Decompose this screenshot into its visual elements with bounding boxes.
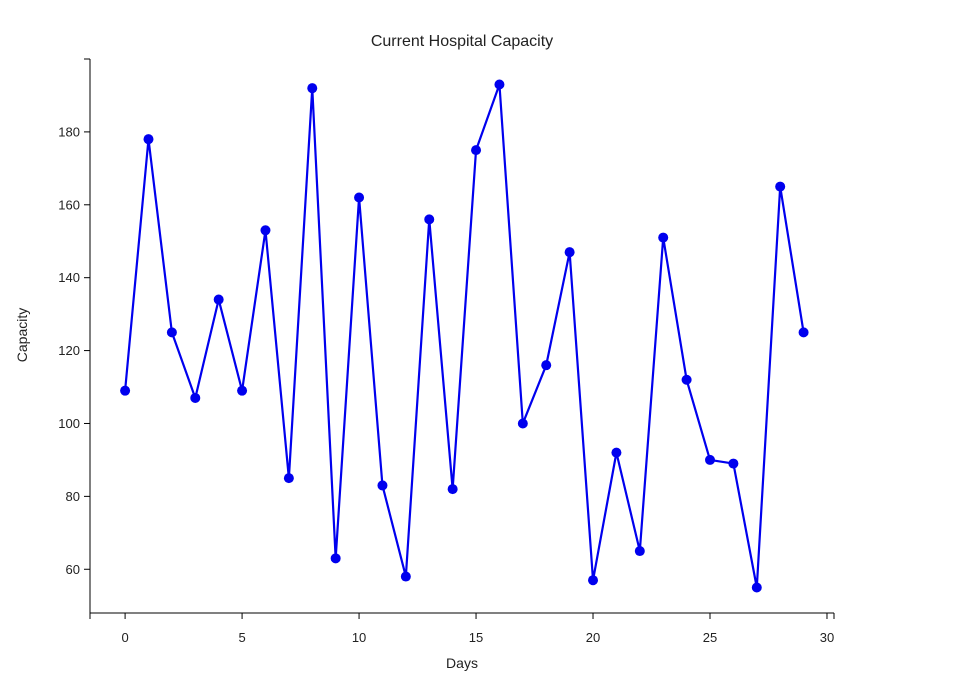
data-point xyxy=(658,232,669,243)
data-point xyxy=(213,294,224,305)
data-point xyxy=(400,571,411,582)
series-line xyxy=(123,83,805,589)
data-point xyxy=(494,79,505,90)
x-tick-label: 25 xyxy=(703,630,717,645)
y-tick-label: 120 xyxy=(58,343,80,358)
y-ticks: 60 80 100 120 140 160 180 xyxy=(58,58,90,577)
series-layer xyxy=(120,79,809,593)
data-point xyxy=(120,385,131,396)
data-point xyxy=(143,134,154,145)
data-point xyxy=(354,192,365,203)
y-axis-label: Capacity xyxy=(14,308,30,362)
data-point xyxy=(775,181,786,192)
data-point xyxy=(798,327,809,338)
x-tick-label: 0 xyxy=(121,630,128,645)
data-point xyxy=(611,447,622,458)
y-tick-label: 160 xyxy=(58,197,80,212)
data-point xyxy=(588,575,599,586)
data-point xyxy=(166,327,177,338)
data-point xyxy=(564,247,575,258)
data-point xyxy=(541,360,552,371)
y-tick-label: 180 xyxy=(58,124,80,139)
x-tick-label: 5 xyxy=(238,630,245,645)
data-point xyxy=(471,145,482,156)
y-tick-label: 80 xyxy=(66,489,80,504)
data-point xyxy=(751,582,762,593)
data-point xyxy=(307,83,318,94)
x-tick-label: 20 xyxy=(586,630,600,645)
y-tick-label: 140 xyxy=(58,270,80,285)
x-tick-label: 15 xyxy=(469,630,483,645)
data-point xyxy=(260,225,271,236)
x-tick-label: 30 xyxy=(820,630,834,645)
y-tick-label: 100 xyxy=(58,416,80,431)
data-point xyxy=(424,214,435,225)
data-point xyxy=(237,385,248,396)
chart-title: Current Hospital Capacity xyxy=(371,33,553,50)
y-tick-label: 60 xyxy=(66,562,80,577)
data-point xyxy=(681,374,692,385)
data-point xyxy=(634,546,645,557)
data-point xyxy=(728,458,739,469)
x-tick-label: 10 xyxy=(352,630,366,645)
data-point xyxy=(330,553,341,564)
x-axis-label: Days xyxy=(446,655,478,671)
data-point xyxy=(705,454,715,465)
data-point xyxy=(377,480,388,491)
data-point xyxy=(283,473,294,484)
data-point xyxy=(190,392,201,403)
data-point xyxy=(447,484,458,495)
axes xyxy=(89,59,834,614)
data-point xyxy=(517,418,528,429)
x-ticks: 0 5 10 15 20 25 30 xyxy=(89,613,835,645)
